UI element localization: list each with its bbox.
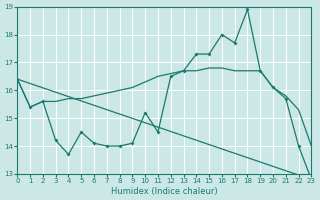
X-axis label: Humidex (Indice chaleur): Humidex (Indice chaleur) — [111, 187, 218, 196]
